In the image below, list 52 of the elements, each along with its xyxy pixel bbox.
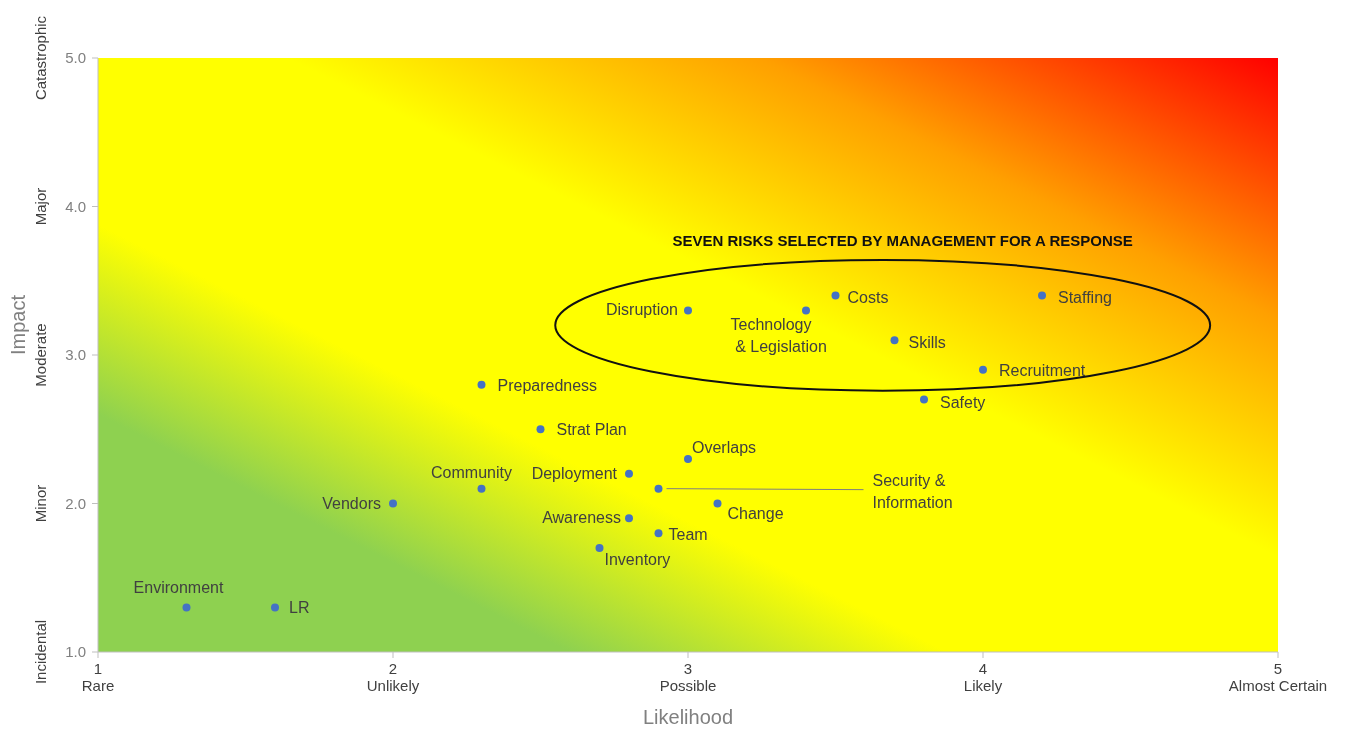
annotation: Inventory (604, 551, 671, 569)
point (536, 425, 545, 434)
annotation: Skills (908, 334, 946, 352)
y-tick-label: 3.0 Moderate (32, 323, 86, 387)
point (595, 544, 604, 553)
y-tick-label: 4.0 Major (32, 187, 86, 226)
annotation: SEVEN RISKS SELECTED BY MANAGEMENT FOR A RESPONSE (672, 231, 1133, 249)
annotation: Overlaps (692, 438, 757, 456)
point (684, 454, 692, 463)
annotation: Costs (847, 288, 889, 306)
annotation: Awareness (542, 509, 621, 527)
y-tick-label: 5.0 Catastrophic (32, 15, 86, 101)
point (713, 499, 722, 508)
y-axis-title: Impact (7, 294, 30, 355)
annotation: Security & Information (872, 471, 953, 511)
point (979, 365, 987, 374)
point (625, 469, 633, 478)
annotation: Deployment (531, 464, 618, 482)
annotation: Staffing (1058, 288, 1112, 306)
point (271, 603, 279, 612)
annotation: Disruption (605, 301, 678, 319)
point (920, 395, 928, 404)
point (389, 499, 397, 508)
point (477, 484, 486, 493)
x-tick-label: 2 Unlikely (366, 660, 420, 694)
point (477, 380, 486, 389)
y-tick-label: 2.0 Minor (32, 484, 86, 523)
annotation: Team (668, 526, 708, 544)
annotation: Change (727, 504, 784, 522)
annotation: Safety (940, 393, 986, 411)
point (684, 306, 692, 315)
point (831, 291, 840, 300)
x-axis-title: Likelihood (642, 706, 734, 728)
annotation: Technology & Legislation (730, 316, 827, 356)
annotation: Preparedness (497, 376, 598, 394)
point (654, 529, 663, 538)
point (625, 514, 633, 523)
annotation: Recruitment (999, 361, 1086, 379)
point (802, 306, 810, 315)
x-tick-label: 1 Rare (81, 660, 115, 694)
point (182, 603, 191, 612)
x-tick-label: 3 Possible (659, 660, 717, 694)
annotation: LR (289, 599, 310, 617)
annotation: Vendors (322, 494, 381, 512)
point (1038, 291, 1046, 300)
point (654, 484, 663, 493)
x-tick-label: 5 Almost Certain (1228, 660, 1328, 694)
point (890, 336, 899, 345)
annotation: Environment (133, 579, 224, 597)
annotation: Strat Plan (556, 421, 627, 439)
annotation: Community (431, 463, 512, 481)
x-tick-label: 4 Likely (963, 660, 1003, 694)
